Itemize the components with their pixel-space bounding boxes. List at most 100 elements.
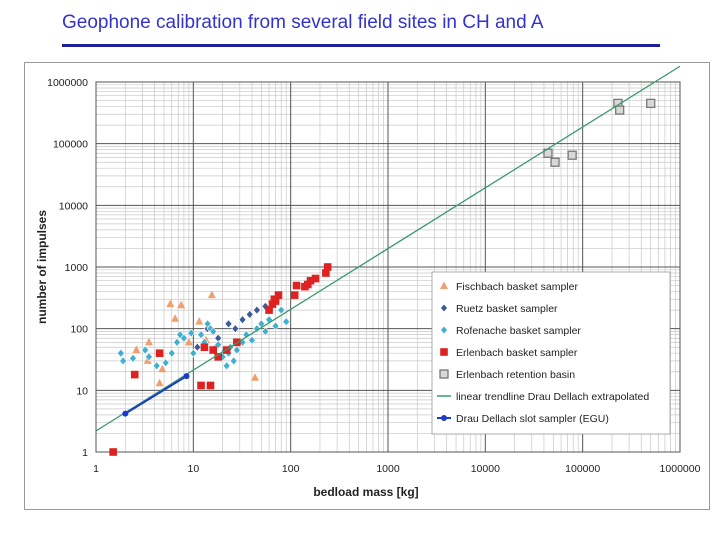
x-tick-label: 100000 (565, 463, 600, 475)
data-point (132, 345, 141, 354)
x-tick-label: 10 (187, 463, 199, 475)
data-point (161, 358, 170, 368)
data-point (271, 321, 280, 331)
data-point (271, 297, 280, 305)
data-point (167, 348, 176, 358)
legend-label: Ruetz basket sampler (456, 303, 558, 315)
x-tick-label: 10000 (471, 463, 500, 475)
legend-swatch (439, 369, 449, 379)
series-line-trendline (95, 65, 681, 432)
data-point (184, 337, 193, 346)
data-point (248, 335, 256, 345)
y-tick-label: 1000000 (47, 77, 88, 89)
data-point (206, 381, 215, 390)
data-point (141, 345, 150, 355)
data-point (292, 281, 301, 290)
y-tick-label: 10000 (59, 200, 88, 212)
series-fischbach (132, 290, 259, 387)
data-point (189, 348, 198, 358)
legend-swatch (440, 325, 448, 335)
legend-swatch (440, 281, 448, 289)
data-point (166, 299, 175, 308)
data-point (130, 370, 139, 379)
data-point (222, 361, 231, 371)
data-point (171, 314, 180, 322)
title-underline (62, 44, 660, 47)
data-point (567, 150, 577, 160)
series-line-drau-slot (124, 375, 187, 415)
data-point (158, 364, 167, 373)
data-point (209, 346, 218, 354)
data-point (277, 305, 286, 315)
data-point (231, 324, 240, 334)
legend-swatch (440, 348, 448, 356)
data-point (180, 333, 188, 343)
y-tick-label: 1 (82, 447, 88, 459)
slide-title: Geophone calibration from several field … (62, 12, 544, 33)
legend-label: Drau Dellach slot sampler (EGU) (456, 413, 609, 425)
series-drau-slot (122, 373, 190, 417)
legend-label: Fischbach basket sampler (456, 281, 578, 293)
data-point (197, 381, 205, 390)
data-point (143, 356, 152, 364)
data-point (145, 352, 153, 362)
data-point (646, 98, 656, 109)
data-point (195, 317, 204, 325)
data-point (224, 319, 233, 329)
legend-label: Erlenbach retention basin (456, 369, 575, 381)
data-point (109, 448, 117, 456)
series-trendline (95, 65, 681, 432)
data-point (152, 361, 161, 371)
data-point (144, 337, 153, 346)
x-axis-label: bedload mass [kg] (313, 485, 418, 499)
data-point (238, 315, 247, 325)
data-point (253, 324, 261, 334)
data-point (615, 105, 625, 115)
legend-label: linear trendline Drau Dellach extrapolat… (456, 391, 649, 403)
legend-swatch-dot (441, 415, 447, 421)
legend-label: Erlenbach basket sampler (456, 347, 578, 359)
data-point (187, 328, 196, 338)
legend-box (431, 271, 671, 435)
data-point (200, 343, 209, 352)
x-tick-label: 1000 (376, 463, 400, 475)
data-point (232, 345, 241, 355)
legend: Fischbach basket sampler Ruetz basket sam… (431, 271, 671, 435)
data-point (274, 291, 283, 299)
data-point (116, 348, 125, 358)
legend-label: Rofenache basket sampler (456, 325, 581, 337)
data-point (245, 310, 254, 319)
data-point (290, 291, 299, 299)
data-point (229, 356, 238, 366)
data-point (323, 263, 332, 271)
data-point (177, 300, 186, 309)
data-point (155, 378, 164, 387)
data-point (253, 305, 261, 315)
x-tick-label: 1000000 (660, 463, 701, 475)
x-tick-label: 1 (93, 463, 99, 475)
data-point (214, 352, 222, 361)
y-tick-label: 100000 (53, 139, 88, 151)
data-point (193, 342, 202, 352)
data-point (250, 373, 259, 381)
data-point (322, 269, 330, 277)
data-point (261, 327, 270, 336)
data-point (265, 306, 273, 314)
data-point (183, 373, 190, 380)
data-point (282, 317, 291, 327)
data-point (550, 157, 560, 167)
y-tick-label: 1000 (65, 262, 89, 274)
data-point (122, 410, 129, 417)
data-point (129, 353, 137, 363)
data-point (197, 330, 205, 340)
data-point (173, 337, 181, 347)
data-point (311, 274, 320, 283)
data-point (155, 349, 164, 358)
y-tick-label: 100 (70, 324, 88, 336)
data-point (119, 356, 128, 366)
y-axis-label: number of impulses (35, 210, 49, 324)
data-point (209, 327, 218, 336)
x-tick-label: 100 (282, 463, 300, 475)
y-tick-label: 10 (76, 385, 88, 397)
